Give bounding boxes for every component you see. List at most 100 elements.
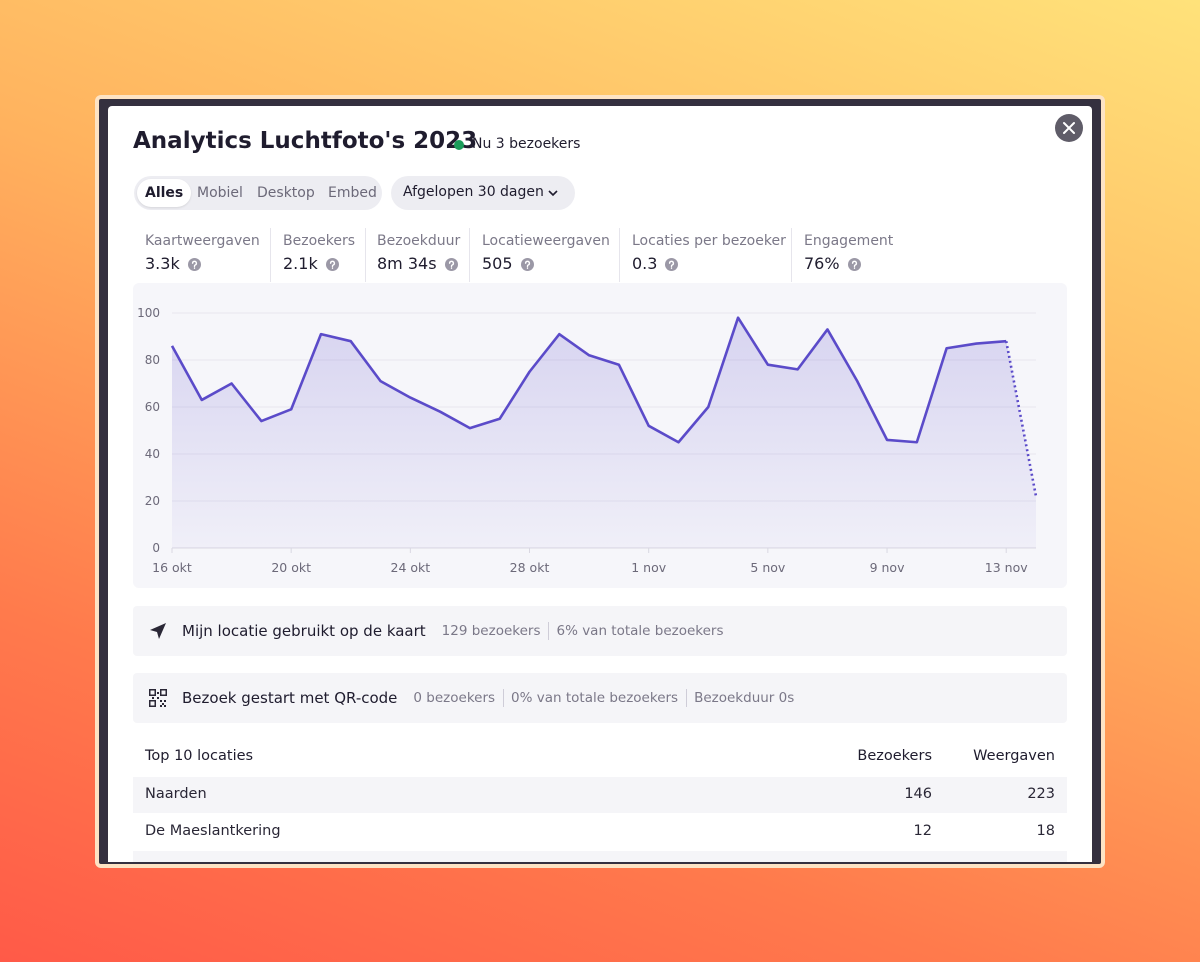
chart: 0 20 40 60 80 100 16 okt 20 okt 24 okt 28 okt 1 no… — [133, 283, 1067, 588]
live-dot — [454, 140, 464, 150]
table-cell: De Maeslantkering — [145, 823, 281, 839]
qr-dot — [164, 700, 166, 702]
x-tick-label: 24 okt — [391, 560, 431, 575]
help-circle — [444, 258, 458, 271]
help-glyph — [524, 260, 530, 269]
banner-fact: 0 bezoekers — [413, 690, 496, 706]
banner-icon — [149, 689, 167, 707]
help-glyph — [448, 260, 454, 269]
stat-label: Bezoekduur — [377, 233, 461, 249]
stat-value: 8m 34s — [377, 254, 437, 273]
x-tick-label: 16 okt — [152, 560, 192, 575]
table-cell: 18 — [1036, 823, 1055, 839]
help-circle — [665, 258, 679, 271]
banner-fact: 129 bezoekers — [441, 623, 541, 639]
help-icon — [847, 258, 861, 271]
y-tick-label: 60 — [145, 400, 160, 414]
table-cell: 146 — [904, 786, 932, 802]
table-header: Top 10 locaties — [145, 748, 254, 764]
location-arrow — [150, 623, 166, 639]
modal-frame: Analytics Luchtfoto's 2023 Nu 3 bezoeker… — [95, 95, 1105, 868]
qr-finder — [149, 700, 156, 707]
qr-dot — [162, 703, 164, 705]
help-glyph — [329, 260, 335, 269]
line-partial — [1004, 340, 1038, 497]
y-tick-label: 100 — [137, 306, 160, 320]
help-glyph — [851, 260, 857, 269]
y-tick-label: 80 — [145, 353, 160, 367]
modal: Analytics Luchtfoto's 2023 Nu 3 bezoeker… — [108, 106, 1092, 862]
qr-finder — [149, 689, 156, 696]
y-tick-label: 0 — [152, 541, 160, 555]
close-button[interactable] — [1055, 114, 1083, 142]
area — [172, 317, 1036, 548]
stat-value: 2.1k — [283, 254, 318, 273]
line — [170, 316, 1007, 444]
banner-fact: 6% van totale bezoekers — [556, 623, 724, 639]
stat-value: 0.3 — [632, 254, 658, 273]
stat-label: Locatieweergaven — [482, 233, 610, 249]
chevron — [548, 190, 558, 197]
x-tick-label: 5 nov — [750, 560, 785, 575]
stat-label: Engagement — [804, 233, 894, 249]
stat-separator — [619, 228, 620, 282]
close-icon — [1063, 122, 1075, 134]
banner-icon — [150, 623, 166, 639]
qr-finder — [160, 689, 167, 696]
x-tick-label: 1 nov — [631, 560, 666, 575]
tab[interactable]: Mobiel — [197, 185, 243, 201]
x-tick-label: 13 nov — [985, 560, 1028, 575]
table-cell: 12 — [913, 823, 932, 839]
banner-fact: Bezoekduur 0s — [694, 690, 795, 706]
qr-dot — [160, 705, 162, 707]
banner-fact: 0% van totale bezoekers — [511, 690, 679, 706]
table-cell: 223 — [1027, 786, 1055, 802]
title: Analytics Luchtfoto's 2023 — [133, 128, 478, 154]
help-circle — [325, 258, 339, 271]
y-tick-label: 40 — [145, 447, 160, 461]
qr-dot — [164, 705, 166, 707]
banner-title: Mijn locatie gebruikt op de kaart — [182, 622, 426, 640]
help-circle — [520, 258, 534, 271]
help-glyph — [669, 260, 675, 269]
period-label: Afgelopen 30 dagen — [403, 184, 544, 200]
tab[interactable]: Alles — [137, 179, 192, 207]
banner-title: Bezoek gestart met QR-code — [182, 689, 398, 707]
x-tick-label: 9 nov — [870, 560, 905, 575]
stat-value: 76% — [804, 254, 840, 273]
help-glyph — [191, 260, 197, 269]
banner: Mijn locatie gebruikt op de kaart 129 bez… — [133, 606, 1067, 656]
row-stripe — [133, 851, 1067, 862]
fact-separator — [548, 622, 550, 640]
x-tick-label: 20 okt — [271, 560, 311, 575]
qr-dot — [160, 700, 162, 702]
tab[interactable]: Embed — [328, 185, 377, 201]
stat-separator — [791, 228, 792, 282]
qr-dot — [157, 697, 159, 699]
stat-label: Bezoekers — [283, 233, 356, 249]
help-icon — [187, 258, 201, 271]
fact-separator — [503, 689, 505, 707]
qr-dot — [157, 692, 159, 694]
stat-separator — [469, 228, 470, 282]
help-icon — [665, 258, 679, 271]
period-dropdown[interactable]: Afgelopen 30 dagen — [391, 176, 575, 210]
fact-separator — [686, 689, 688, 707]
stat-separator — [365, 228, 366, 282]
tab[interactable]: Desktop — [257, 185, 315, 201]
help-circle — [187, 258, 201, 271]
help-icon — [520, 258, 534, 271]
qr-dot — [152, 697, 154, 699]
help-icon — [325, 258, 339, 271]
table-header: Weergaven — [973, 748, 1055, 764]
live-count: Nu 3 bezoekers — [472, 136, 581, 152]
stat-label: Locaties per bezoeker — [632, 233, 786, 249]
stat-value: 505 — [482, 254, 513, 273]
help-icon — [444, 258, 458, 271]
table-cell: Naarden — [145, 786, 207, 802]
x-tick-label: 28 okt — [510, 560, 550, 575]
stat-value: 3.3k — [145, 254, 180, 273]
table-header: Bezoekers — [857, 748, 932, 764]
row-stripe — [133, 777, 1067, 813]
